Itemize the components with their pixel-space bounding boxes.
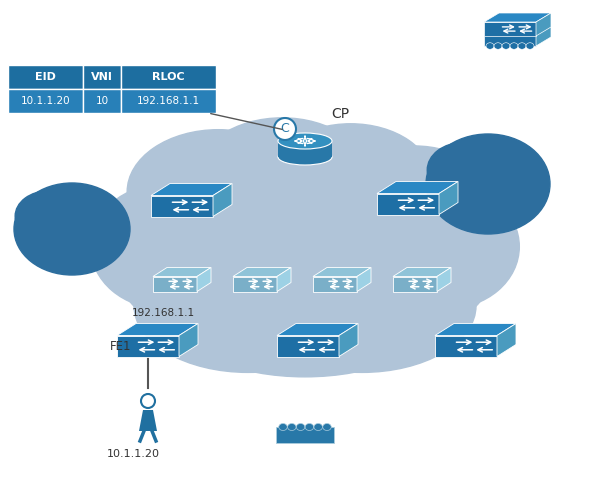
Polygon shape [484, 23, 551, 32]
Ellipse shape [314, 424, 322, 430]
Ellipse shape [279, 424, 287, 430]
Circle shape [274, 118, 296, 140]
Text: 10.1.1.20: 10.1.1.20 [106, 449, 160, 459]
Ellipse shape [287, 424, 296, 430]
Polygon shape [117, 335, 179, 357]
Ellipse shape [134, 239, 362, 372]
Polygon shape [151, 183, 232, 196]
Ellipse shape [278, 133, 332, 149]
Ellipse shape [510, 43, 518, 49]
Ellipse shape [296, 424, 305, 430]
Polygon shape [278, 141, 332, 157]
Ellipse shape [58, 189, 105, 225]
Polygon shape [313, 268, 371, 276]
Ellipse shape [180, 264, 430, 377]
Polygon shape [151, 196, 213, 216]
Polygon shape [377, 194, 439, 214]
Text: C: C [281, 122, 289, 136]
Ellipse shape [41, 188, 90, 225]
Polygon shape [139, 410, 157, 431]
Polygon shape [393, 276, 437, 291]
Polygon shape [435, 323, 516, 335]
Ellipse shape [373, 184, 519, 309]
Polygon shape [213, 183, 232, 216]
Ellipse shape [111, 143, 499, 365]
Polygon shape [357, 268, 371, 291]
Polygon shape [339, 323, 358, 357]
Polygon shape [277, 323, 358, 335]
Polygon shape [153, 276, 197, 291]
Ellipse shape [477, 144, 542, 196]
Polygon shape [439, 182, 458, 214]
Ellipse shape [526, 43, 534, 49]
Ellipse shape [502, 43, 510, 49]
Ellipse shape [83, 208, 124, 250]
Text: EID: EID [35, 72, 56, 82]
FancyBboxPatch shape [121, 65, 216, 89]
Ellipse shape [426, 134, 550, 234]
Polygon shape [277, 268, 291, 291]
Polygon shape [197, 268, 211, 291]
Polygon shape [536, 23, 551, 46]
Ellipse shape [486, 43, 494, 49]
FancyBboxPatch shape [83, 89, 121, 113]
FancyBboxPatch shape [83, 65, 121, 89]
Polygon shape [233, 276, 277, 291]
Polygon shape [536, 13, 551, 36]
Polygon shape [313, 276, 357, 291]
FancyBboxPatch shape [121, 89, 216, 113]
FancyBboxPatch shape [8, 65, 83, 89]
Ellipse shape [278, 149, 332, 165]
Ellipse shape [20, 208, 60, 250]
Ellipse shape [473, 141, 523, 179]
Ellipse shape [127, 130, 310, 254]
Ellipse shape [248, 239, 476, 372]
Polygon shape [377, 182, 458, 194]
Ellipse shape [91, 184, 237, 309]
FancyBboxPatch shape [8, 89, 83, 113]
Polygon shape [153, 268, 211, 276]
Ellipse shape [322, 424, 332, 430]
Polygon shape [484, 13, 551, 22]
Ellipse shape [195, 118, 369, 236]
Ellipse shape [454, 139, 506, 179]
Polygon shape [233, 268, 291, 276]
Ellipse shape [62, 192, 122, 240]
Circle shape [141, 394, 155, 408]
Ellipse shape [269, 124, 433, 236]
Ellipse shape [14, 183, 130, 275]
Polygon shape [117, 323, 198, 335]
Text: 10: 10 [96, 96, 108, 106]
Polygon shape [179, 323, 198, 357]
Ellipse shape [518, 43, 526, 49]
Text: RLOC: RLOC [152, 72, 185, 82]
Ellipse shape [15, 191, 82, 242]
Text: FE1: FE1 [110, 339, 131, 352]
Polygon shape [277, 335, 339, 357]
Text: CP: CP [331, 107, 349, 121]
Ellipse shape [432, 162, 476, 207]
Polygon shape [393, 268, 451, 276]
Polygon shape [484, 22, 536, 36]
Polygon shape [484, 32, 536, 46]
Polygon shape [497, 323, 516, 357]
Ellipse shape [427, 142, 499, 197]
Polygon shape [437, 268, 451, 291]
Text: VNI: VNI [91, 72, 113, 82]
Ellipse shape [335, 146, 494, 258]
Polygon shape [435, 335, 497, 357]
Text: 10.1.1.20: 10.1.1.20 [21, 96, 70, 106]
Ellipse shape [305, 424, 313, 430]
Text: 192.168.1.1: 192.168.1.1 [131, 308, 195, 318]
FancyBboxPatch shape [276, 427, 334, 443]
Text: 192.168.1.1: 192.168.1.1 [137, 96, 200, 106]
Ellipse shape [500, 162, 544, 207]
Ellipse shape [494, 43, 502, 49]
